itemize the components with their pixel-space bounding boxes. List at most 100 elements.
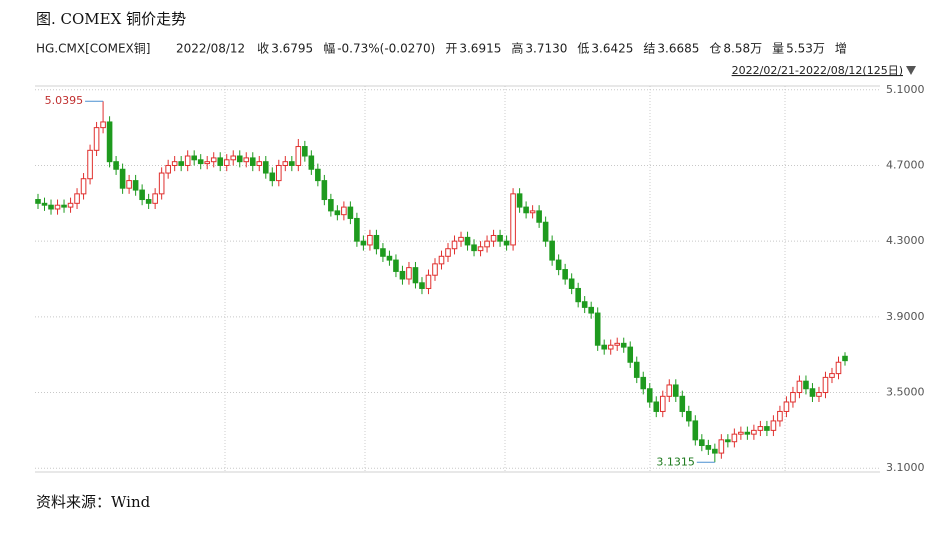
- candle-body: [809, 388, 816, 397]
- candle-body: [236, 155, 243, 163]
- candle-body: [757, 426, 764, 431]
- candle-body: [360, 240, 367, 246]
- candle-body: [438, 255, 445, 265]
- candle-body: [835, 361, 842, 375]
- info-label: 收: [257, 42, 269, 56]
- candle-body: [601, 344, 608, 350]
- candle-body: [581, 301, 588, 308]
- candle-body: [803, 380, 809, 390]
- candle-body: [536, 210, 542, 223]
- info-value: 3.6685: [657, 42, 699, 56]
- candle-body: [503, 240, 510, 246]
- candle-body: [659, 395, 666, 412]
- candle-body: [315, 168, 321, 182]
- candle-body: [308, 155, 315, 170]
- candle-body: [197, 159, 204, 165]
- dropdown-arrow[interactable]: [906, 66, 916, 75]
- candle-body: [393, 259, 399, 272]
- date: 2022/08/12: [176, 42, 245, 56]
- candle-body: [607, 344, 614, 350]
- candle-body: [334, 210, 341, 216]
- candle-body: [790, 392, 796, 403]
- candle-body: [718, 439, 725, 454]
- candle-body: [620, 342, 627, 348]
- candle-body: [113, 161, 119, 170]
- candle-body: [132, 180, 139, 191]
- candle-body: [204, 161, 211, 165]
- candle-body: [523, 206, 529, 214]
- candle-body: [699, 439, 705, 447]
- candle-body: [614, 342, 621, 346]
- candle-body: [451, 240, 458, 250]
- candle-body: [295, 146, 302, 166]
- vertical-grid: [224, 86, 786, 472]
- candle-body: [275, 164, 282, 182]
- candle-body: [328, 199, 334, 212]
- y-tick-label: 4.7000: [886, 158, 925, 171]
- info-value: 3.6425: [591, 42, 633, 56]
- candle-body: [796, 380, 803, 394]
- candle-body: [223, 159, 230, 166]
- candle-body: [829, 373, 835, 378]
- candle-body: [178, 161, 184, 166]
- candle-body: [87, 149, 93, 180]
- candle-body: [549, 240, 555, 261]
- symbol: HG.CMX[COMEX铜]: [36, 41, 150, 56]
- candle-body: [679, 395, 686, 412]
- candle-body: [406, 267, 412, 280]
- candle-body: [666, 384, 673, 397]
- candle-body: [445, 248, 451, 257]
- candle-body: [686, 410, 692, 422]
- candle-body: [458, 236, 464, 242]
- candle-body: [744, 431, 751, 435]
- candle-body: [653, 401, 660, 412]
- candle-body: [432, 263, 438, 276]
- candle-body: [419, 282, 425, 289]
- candle-body: [777, 410, 783, 422]
- candle-body: [764, 426, 770, 431]
- candle-body: [712, 448, 718, 454]
- candle-body: [640, 376, 647, 390]
- candle-body: [672, 384, 679, 397]
- y-tick-label: 5.1000: [886, 83, 925, 96]
- candle-body: [139, 189, 145, 201]
- candle-body: [282, 161, 289, 166]
- candle-body: [575, 287, 581, 303]
- chart-title: 图. COMEX 铜价走势: [36, 10, 186, 28]
- info-label: 仓: [709, 42, 721, 56]
- candle-body: [373, 234, 380, 250]
- candle-body: [822, 376, 829, 394]
- candle-body: [738, 431, 744, 435]
- candle-body: [106, 121, 113, 163]
- candle-body: [529, 210, 536, 214]
- info-value: 3.7130: [525, 42, 567, 56]
- candle-body: [191, 155, 197, 161]
- candle-body: [210, 157, 217, 163]
- candle-body: [145, 199, 152, 204]
- candle-body: [425, 274, 432, 289]
- info-value: 8.58万: [723, 42, 762, 56]
- info-label: 量: [772, 42, 784, 56]
- candle-body: [399, 270, 406, 280]
- candle-body: [35, 199, 41, 204]
- candle-body: [594, 312, 601, 346]
- info-label: 幅: [323, 41, 335, 56]
- min-label: 3.1315: [656, 455, 695, 468]
- candle-body: [158, 172, 165, 195]
- candle-body: [471, 244, 477, 252]
- candle-body: [627, 346, 634, 363]
- info-value: -0.73%(-0.0270): [337, 42, 435, 56]
- candle-body: [751, 429, 757, 435]
- candle-body: [289, 161, 295, 166]
- candle-body: [165, 164, 171, 174]
- candle-body: [269, 172, 276, 182]
- candle-body: [705, 445, 712, 450]
- candle-body: [152, 193, 158, 204]
- candle-body: [243, 157, 250, 163]
- y-tick-label: 3.1000: [886, 461, 925, 474]
- candle-body: [588, 306, 594, 314]
- candle-body: [80, 178, 87, 195]
- date-range: 2022/02/21-2022/08/12(125日): [732, 64, 903, 77]
- candle-body: [646, 388, 653, 403]
